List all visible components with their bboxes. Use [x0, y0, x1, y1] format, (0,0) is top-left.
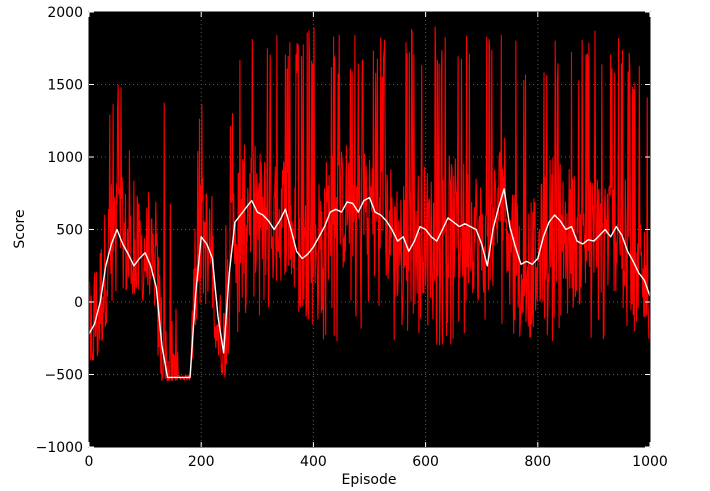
x-tick-label: 800 [524, 454, 551, 470]
ticks: 0 200 400 600 800 1000 −1000 −500 0 500 1000 1500 20… [36, 5, 668, 470]
y-tick-label: 0 [74, 295, 83, 311]
moving-average-line [89, 188, 650, 379]
y-axis-label: Score [12, 209, 28, 248]
x-tick-label: 200 [188, 454, 215, 470]
y-tick-label: −500 [45, 368, 83, 384]
y-tick-label: 1500 [47, 78, 83, 94]
x-tick-label: 0 [85, 454, 94, 470]
y-tick-label: −1000 [36, 440, 83, 456]
y-tick-label: 2000 [47, 5, 83, 21]
x-axis-label: Episode [342, 472, 397, 488]
x-tick-label: 400 [300, 454, 327, 470]
moving-average-series [89, 188, 650, 379]
x-tick-label: 600 [412, 454, 439, 470]
y-tick-label: 1000 [47, 150, 83, 166]
x-tick-label: 1000 [632, 454, 668, 470]
y-tick-label: 500 [56, 223, 83, 239]
